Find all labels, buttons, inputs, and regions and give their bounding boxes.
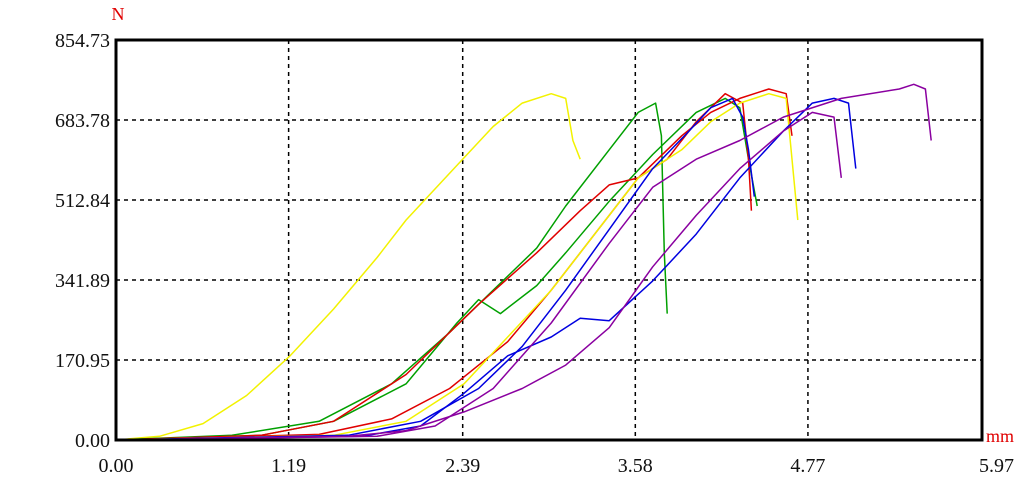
x-axis-unit-label: mm bbox=[986, 426, 1014, 446]
y-tick-label: 170.95 bbox=[55, 350, 110, 372]
y-tick-label: 0.00 bbox=[75, 430, 110, 452]
x-tick-label: 4.77 bbox=[790, 455, 825, 477]
y-axis-unit-label: N bbox=[112, 4, 125, 24]
y-tick-label: 341.89 bbox=[55, 270, 110, 292]
series-line-2 bbox=[115, 102, 668, 441]
series-line-1 bbox=[115, 92, 581, 441]
series-line-7 bbox=[115, 97, 756, 441]
plot-frame bbox=[114, 38, 984, 442]
series-line-9 bbox=[115, 111, 843, 441]
series-line-3 bbox=[115, 97, 758, 441]
series-line-4 bbox=[115, 92, 753, 441]
x-tick-labels: 0.00 1.19 2.39 3.58 4.77 5.97 bbox=[99, 455, 1015, 477]
y-tick-label: 512.84 bbox=[55, 190, 110, 212]
y-tick-label: 854.73 bbox=[55, 30, 110, 52]
x-tick-label: 0.00 bbox=[99, 455, 134, 477]
y-tick-labels: 0.00 170.95 341.89 512.84 683.78 854.73 bbox=[55, 30, 110, 452]
series-line-8 bbox=[115, 97, 857, 441]
series-group bbox=[115, 83, 932, 441]
x-tick-label: 2.39 bbox=[445, 455, 480, 477]
x-tick-label: 5.97 bbox=[979, 455, 1014, 477]
x-tick-label: 1.19 bbox=[271, 455, 306, 477]
y-tick-label: 683.78 bbox=[55, 110, 110, 132]
series-line-6 bbox=[115, 92, 799, 441]
x-tick-label: 3.58 bbox=[618, 455, 653, 477]
series-line-10 bbox=[115, 83, 932, 441]
